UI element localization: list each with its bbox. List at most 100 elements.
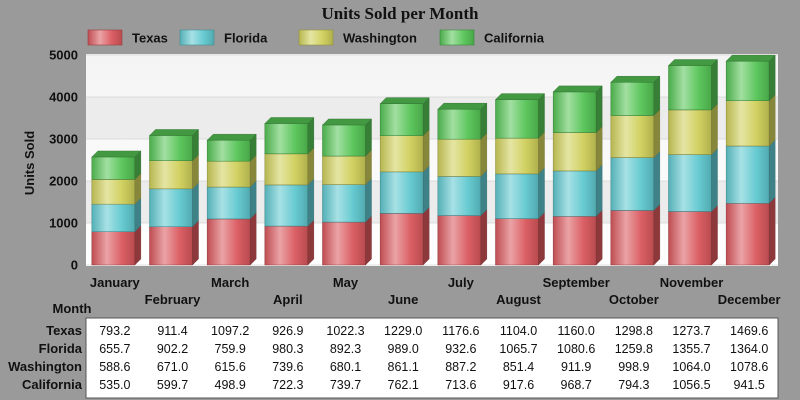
x-axis-label: Month <box>53 301 92 316</box>
bar-july-california <box>437 102 488 140</box>
bar-august-texas <box>495 212 545 266</box>
bar-april-washington <box>264 147 315 186</box>
table-cell: 1056.5 <box>672 378 710 392</box>
table-cell: 739.6 <box>272 360 303 374</box>
table-cell: 535.0 <box>99 378 130 392</box>
legend-swatch-washington <box>298 29 334 46</box>
table-cell: 722.3 <box>272 378 303 392</box>
table-row-label-california: California <box>22 377 83 392</box>
table-cell: 1078.6 <box>730 360 768 374</box>
table-cell: 655.7 <box>99 342 130 356</box>
legend-label-texas: Texas <box>132 31 168 46</box>
bar-april-florida <box>264 178 315 227</box>
bar-january-california <box>91 150 142 180</box>
bar-november-florida <box>668 148 718 212</box>
bar-june-texas <box>379 206 430 266</box>
legend-swatch-texas <box>87 29 123 46</box>
bars <box>91 54 776 266</box>
grid-band <box>86 181 778 223</box>
bar-september-washington <box>552 126 603 172</box>
gridlines <box>86 54 778 266</box>
table-cell: 968.7 <box>561 378 592 392</box>
table-row-label-washington: Washington <box>8 359 82 374</box>
table-cell: 1259.8 <box>615 342 653 356</box>
table-cell: 671.0 <box>157 360 188 374</box>
table-cell: 1064.0 <box>672 360 710 374</box>
bar-december-texas <box>725 196 776 266</box>
data-table-background <box>85 317 779 399</box>
table-cell: 498.9 <box>215 378 246 392</box>
table-cell: 911.4 <box>157 324 187 338</box>
table-cell: 1469.6 <box>730 324 768 338</box>
table-cell: 762.1 <box>388 378 419 392</box>
x-tick-label-april: April <box>273 292 303 307</box>
x-axis-ticks: January February March April May June July Augu… <box>90 275 781 307</box>
table-cell: 599.7 <box>157 378 188 392</box>
legend-label-florida: Florida <box>224 31 268 46</box>
table-cell: 932.6 <box>445 342 476 356</box>
table-cell: 1355.7 <box>672 342 710 356</box>
x-tick-label-february: February <box>145 292 201 307</box>
table-cell: 1065.7 <box>499 342 537 356</box>
legend-label-washington: Washington <box>343 31 417 46</box>
table-cell: 713.6 <box>445 378 476 392</box>
table-cell: 1104.0 <box>500 324 537 338</box>
bar-march-texas <box>206 212 257 266</box>
y-tick-label: 5000 <box>49 48 78 63</box>
table-cell: 739.7 <box>330 378 361 392</box>
table-cell: 1273.7 <box>672 324 710 338</box>
bar-july-texas <box>437 209 488 266</box>
bar-may-florida <box>322 178 372 223</box>
bar-june-florida <box>379 165 430 214</box>
x-tick-label-january: January <box>90 275 141 290</box>
bar-october-florida <box>610 151 661 211</box>
bar-september-florida <box>552 164 603 217</box>
bar-june-california <box>379 97 430 137</box>
table-cell: 793.2 <box>99 324 130 338</box>
y-tick-label: 1000 <box>49 216 78 231</box>
table-cell: 980.3 <box>272 342 303 356</box>
table-cell: 794.3 <box>618 378 649 392</box>
x-tick-label-december: December <box>718 292 781 307</box>
bar-april-california <box>264 117 315 155</box>
bar-september-california <box>552 85 603 134</box>
table-cell: 1080.6 <box>557 342 595 356</box>
x-tick-label-may: May <box>333 275 359 290</box>
table-cell: 861.1 <box>388 360 419 374</box>
table-cell: 902.2 <box>157 342 188 356</box>
bar-december-washington <box>725 94 776 147</box>
y-tick-label: 2000 <box>49 174 78 189</box>
bar-august-florida <box>495 167 545 220</box>
y-axis-label: Units Sold <box>22 131 37 195</box>
bar-may-texas <box>322 215 372 266</box>
bar-june-washington <box>379 129 430 173</box>
table-cell: 941.5 <box>734 378 765 392</box>
bar-october-california <box>610 75 661 117</box>
table-cell: 1298.8 <box>615 324 653 338</box>
chart-title: Units Sold per Month <box>322 4 480 23</box>
table-cell: 1160.0 <box>558 324 595 338</box>
table-row-label-texas: Texas <box>46 323 82 338</box>
bar-april-texas <box>264 219 315 266</box>
table-row-label-florida: Florida <box>39 341 83 356</box>
legend-label-california: California <box>484 31 545 46</box>
bar-february-texas <box>149 220 199 266</box>
table-cell: 887.2 <box>445 360 476 374</box>
bar-december-california <box>725 54 776 102</box>
x-tick-label-august: August <box>496 292 541 307</box>
legend: Texas Florida Washington California <box>87 29 545 46</box>
table-cell: 588.6 <box>99 360 130 374</box>
legend-swatch-florida <box>179 29 215 46</box>
table-cell: 1176.6 <box>442 324 479 338</box>
bar-february-florida <box>149 182 199 228</box>
bar-may-california <box>322 118 372 157</box>
plot-background <box>86 54 778 266</box>
bar-november-california <box>668 59 718 111</box>
x-tick-label-september: September <box>543 275 610 290</box>
table-cell: 1364.0 <box>730 342 768 356</box>
table-cell: 1022.3 <box>326 324 364 338</box>
data-table: Texas 793.2 911.4 1097.2 926.9 1022.3 1229.0 11… <box>8 323 768 392</box>
bar-october-texas <box>610 203 661 266</box>
y-tick-label: 0 <box>71 258 78 273</box>
